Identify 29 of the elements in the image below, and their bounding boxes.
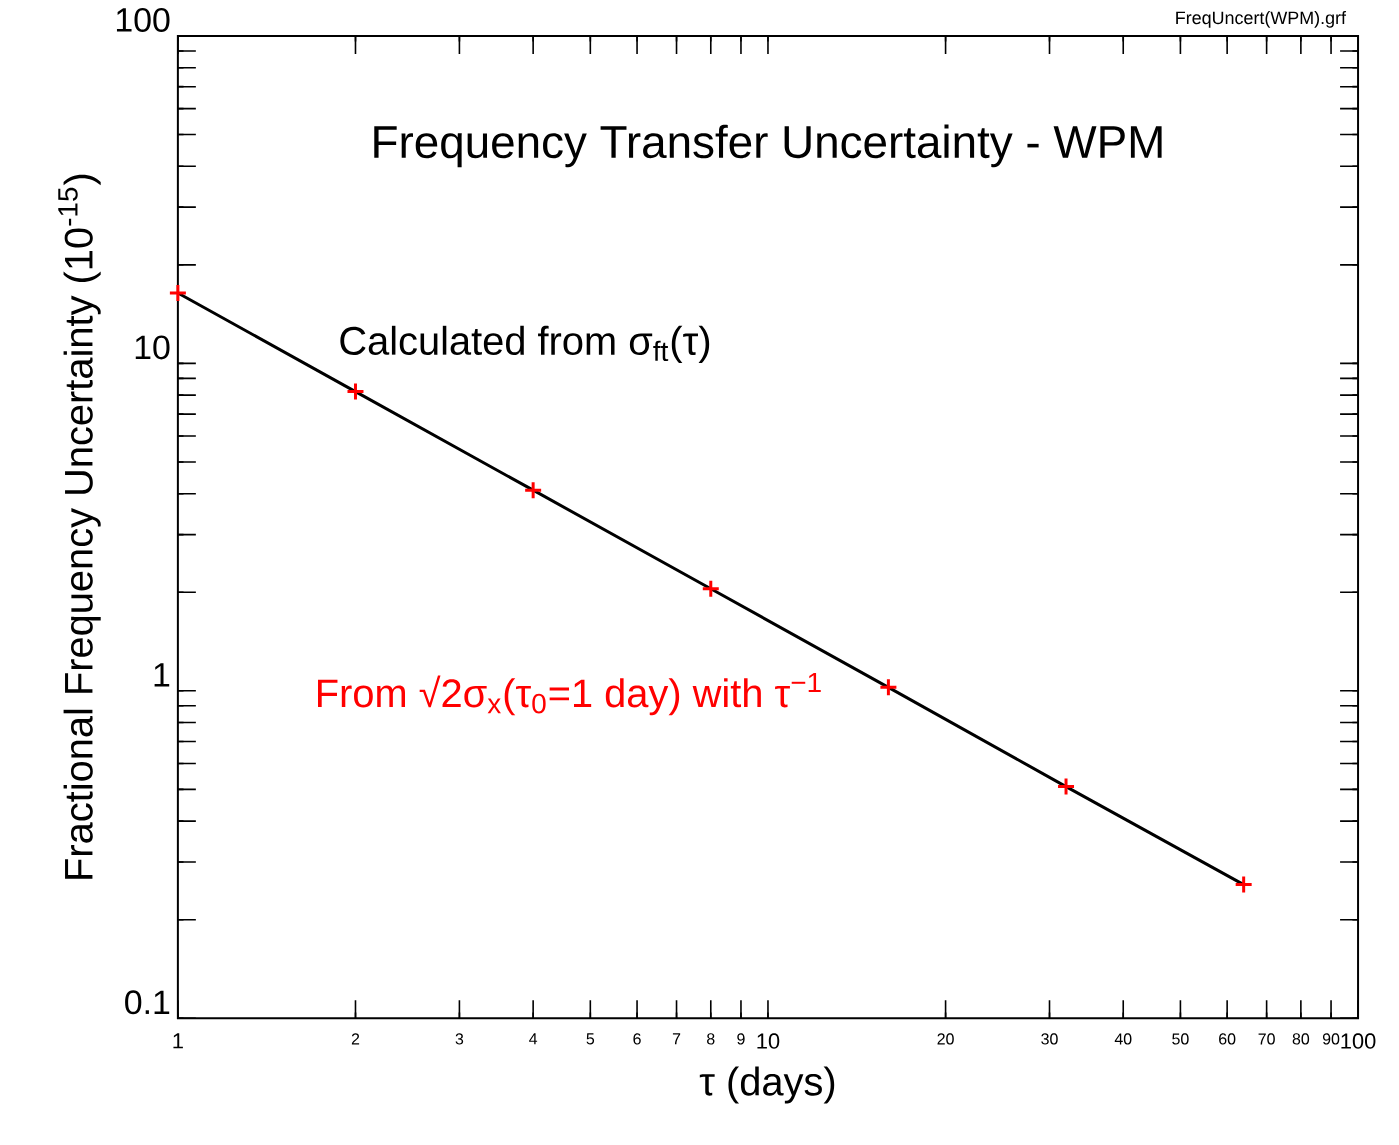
y-tick-label: 100 [116, 7, 170, 32]
x-tick-label: 30 [1041, 1033, 1058, 1045]
x-tick-label: 20 [937, 1033, 954, 1045]
x-tick-label: 5 [586, 1033, 595, 1045]
y-tick-label: 10 [135, 335, 170, 360]
x-tick-label: 4 [529, 1033, 538, 1045]
x-tick-label: 3 [455, 1033, 464, 1045]
series-label: From √2σ$_{x}$(τ$_{0}$=1 day) with τ$^{−1}$ [318, 672, 821, 716]
x-tick-label: 70 [1258, 1033, 1275, 1045]
x-tick-label: 60 [1219, 1033, 1236, 1045]
x-tick-label: 80 [1292, 1033, 1310, 1045]
x-tick-label: 10 [757, 1033, 780, 1049]
x-tick-label: 50 [1172, 1033, 1189, 1045]
x-tick-label: 9 [737, 1033, 745, 1045]
series-label: Calculated from σ$_{ft}$(τ) [340, 325, 710, 363]
x-tick-label: 6 [633, 1033, 641, 1045]
text: FreqUncert(WPM).grf [1176, 10, 1347, 28]
y-axis-title: Fractional Frequency Uncertainty (10$^{-15}$) [58, 174, 101, 879]
x-tick-label: 100 [1341, 1033, 1376, 1049]
x-tick-label: 7 [672, 1033, 681, 1045]
y-tick-label: 1 [154, 663, 170, 687]
x-tick-label: 8 [707, 1033, 715, 1045]
x-tick-label: 2 [351, 1033, 360, 1045]
x-axis-title: τ (days) [699, 1066, 835, 1104]
text: Frequency Transfer Uncertainty - WPM [374, 124, 1162, 168]
y-tick-label: 0.1 [125, 990, 170, 1015]
x-tick-label: 40 [1114, 1033, 1132, 1045]
x-tick-label: 1 [173, 1033, 183, 1049]
x-tick-label: 90 [1322, 1033, 1340, 1045]
